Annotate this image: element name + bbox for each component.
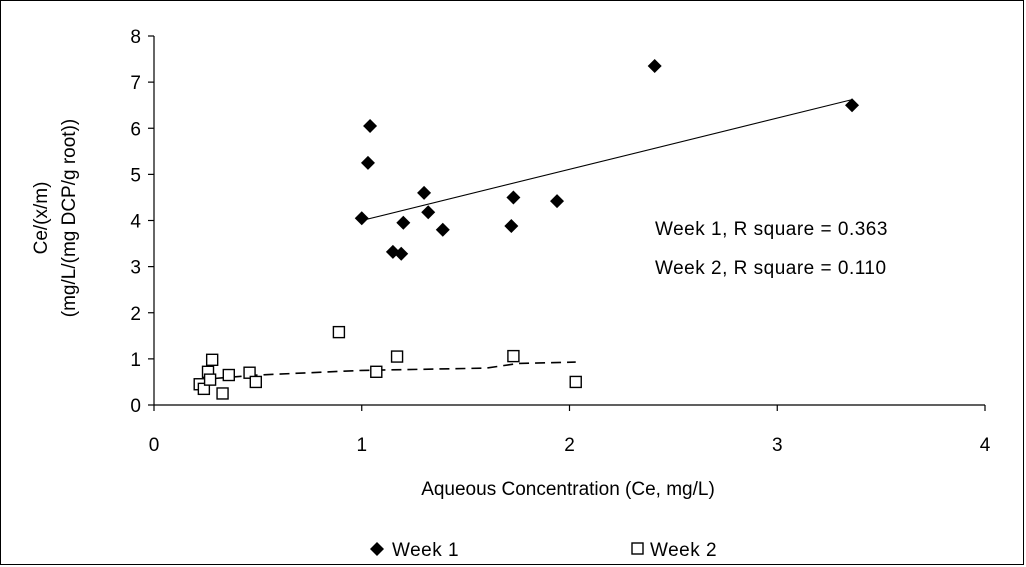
y-tick-label: 0 xyxy=(130,396,141,417)
week-1-point xyxy=(421,205,436,220)
week-1-point xyxy=(845,98,860,113)
week-2-point xyxy=(332,325,346,339)
week-2-point xyxy=(507,349,520,363)
x-tick-label: 2 xyxy=(564,435,575,456)
x-tick-label: 1 xyxy=(356,435,367,456)
week-1-point xyxy=(647,58,662,73)
legend-week-2-marker xyxy=(631,542,644,555)
week-2-point xyxy=(390,350,404,363)
annotation-week-1: Week 1, R square = 0.363 xyxy=(655,219,888,240)
week-2-point xyxy=(222,368,235,382)
week-2-point xyxy=(203,373,217,386)
week-2-point xyxy=(370,365,383,378)
week-2-point xyxy=(216,387,229,400)
y-tick-label: 1 xyxy=(130,350,141,371)
y-tick-label: 5 xyxy=(130,165,141,186)
x-tick-label: 4 xyxy=(980,435,991,456)
week-1-point xyxy=(417,185,432,200)
week-1-point xyxy=(504,219,519,234)
tick-labels: 0 1 2 3 4 5 6 7 8 0 1 2 3 4 xyxy=(130,27,990,456)
legend-week-1-marker xyxy=(370,542,384,556)
legend-week-1-label: Week 1 xyxy=(392,540,459,561)
data-points xyxy=(193,58,860,400)
week-2-point xyxy=(243,366,256,379)
x-axis-title: Aqueous Concentration (Ce, mg/L) xyxy=(421,479,715,500)
week-2-point xyxy=(249,375,262,389)
week-2-point xyxy=(205,353,219,366)
trendline-week-1 xyxy=(361,99,853,222)
y-axis-title-line-1: Ce/(x/m) xyxy=(31,182,52,255)
y-tick-label: 7 xyxy=(130,73,141,94)
y-tick-label: 3 xyxy=(130,258,141,279)
week-1-point xyxy=(396,215,411,230)
week-1-point xyxy=(435,222,450,237)
annotation-week-2: Week 2, R square = 0.110 xyxy=(655,258,887,279)
x-tick-label: 3 xyxy=(772,435,783,456)
week-2-point xyxy=(197,382,211,396)
week-1-point xyxy=(360,155,375,170)
y-axis-title: Ce/(x/m) (mg/L/(mg DCP/g root)) xyxy=(31,119,80,317)
y-axis-title-line-2: (mg/L/(mg DCP/g root)) xyxy=(59,119,80,317)
y-tick-label: 6 xyxy=(130,119,141,140)
legend-week-2-label: Week 2 xyxy=(650,540,717,561)
week-1-point xyxy=(550,194,565,209)
legend: Week 1 Week 2 xyxy=(370,540,717,561)
week-1-point xyxy=(363,118,378,133)
y-tick-label: 4 xyxy=(130,212,141,233)
y-tick-label: 8 xyxy=(130,27,141,48)
x-tick-label: 0 xyxy=(149,435,160,456)
y-tick-label: 2 xyxy=(130,304,141,325)
axes xyxy=(148,35,986,411)
week-1-point xyxy=(354,211,369,226)
week-1-point xyxy=(506,190,521,205)
week-1-point xyxy=(394,246,409,261)
week-2-point xyxy=(569,375,582,389)
